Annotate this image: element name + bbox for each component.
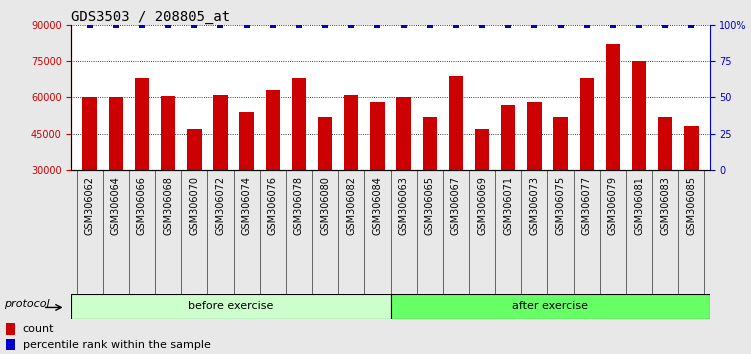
Bar: [684, 126, 698, 170]
Point: [83, 22, 95, 28]
Bar: [501, 104, 515, 170]
Point: [424, 22, 436, 28]
Text: GSM306077: GSM306077: [582, 176, 592, 235]
Text: GSM306072: GSM306072: [216, 176, 225, 235]
Point: [319, 22, 331, 28]
Bar: [71, 294, 391, 319]
Bar: [344, 95, 358, 170]
Bar: [187, 129, 201, 170]
Text: GSM306069: GSM306069: [477, 176, 487, 235]
Point: [659, 22, 671, 28]
Text: percentile rank within the sample: percentile rank within the sample: [23, 340, 210, 350]
Point: [554, 22, 566, 28]
Bar: [6, 323, 15, 335]
Point: [189, 22, 201, 28]
Text: GSM306066: GSM306066: [137, 176, 147, 235]
Bar: [83, 97, 97, 170]
Bar: [423, 117, 437, 170]
Point: [607, 22, 619, 28]
Text: GSM306076: GSM306076: [268, 176, 278, 235]
Text: GSM306062: GSM306062: [85, 176, 95, 235]
Point: [267, 22, 279, 28]
Bar: [213, 95, 228, 170]
Text: GSM306075: GSM306075: [556, 176, 566, 235]
Text: GSM306078: GSM306078: [294, 176, 304, 235]
Text: protocol: protocol: [4, 299, 50, 309]
Point: [215, 22, 227, 28]
Point: [162, 22, 174, 28]
Bar: [632, 61, 647, 170]
Bar: [397, 97, 411, 170]
Text: after exercise: after exercise: [512, 301, 588, 311]
Text: count: count: [23, 324, 54, 334]
Point: [110, 22, 122, 28]
Text: GSM306074: GSM306074: [242, 176, 252, 235]
Point: [293, 22, 305, 28]
Point: [581, 22, 593, 28]
Bar: [553, 117, 568, 170]
Text: GSM306071: GSM306071: [503, 176, 513, 235]
Text: GSM306081: GSM306081: [634, 176, 644, 235]
Text: GSM306079: GSM306079: [608, 176, 618, 235]
Text: GSM306080: GSM306080: [320, 176, 330, 235]
Text: GDS3503 / 208805_at: GDS3503 / 208805_at: [71, 10, 231, 24]
Point: [372, 22, 384, 28]
Text: GSM306064: GSM306064: [111, 176, 121, 235]
Bar: [527, 102, 541, 170]
Point: [502, 22, 514, 28]
Point: [136, 22, 148, 28]
Bar: [318, 117, 332, 170]
Bar: [391, 294, 710, 319]
Bar: [291, 78, 306, 170]
Bar: [475, 129, 490, 170]
Bar: [606, 44, 620, 170]
Point: [476, 22, 488, 28]
Text: before exercise: before exercise: [189, 301, 273, 311]
Bar: [266, 90, 280, 170]
Point: [397, 22, 409, 28]
Bar: [6, 339, 15, 350]
Text: GSM306068: GSM306068: [163, 176, 173, 235]
Point: [450, 22, 462, 28]
Bar: [658, 117, 672, 170]
Bar: [109, 97, 123, 170]
Bar: [134, 78, 149, 170]
Point: [240, 22, 252, 28]
Text: GSM306083: GSM306083: [660, 176, 670, 235]
Bar: [580, 78, 594, 170]
Point: [633, 22, 645, 28]
Text: GSM306085: GSM306085: [686, 176, 696, 235]
Text: GSM306065: GSM306065: [425, 176, 435, 235]
Text: GSM306063: GSM306063: [399, 176, 409, 235]
Text: GSM306067: GSM306067: [451, 176, 461, 235]
Bar: [161, 96, 175, 170]
Text: GSM306082: GSM306082: [346, 176, 356, 235]
Point: [686, 22, 698, 28]
Text: GSM306073: GSM306073: [529, 176, 539, 235]
Point: [345, 22, 357, 28]
Text: GSM306070: GSM306070: [189, 176, 199, 235]
Bar: [370, 102, 385, 170]
Bar: [449, 75, 463, 170]
Bar: [240, 112, 254, 170]
Point: [529, 22, 541, 28]
Text: GSM306084: GSM306084: [372, 176, 382, 235]
